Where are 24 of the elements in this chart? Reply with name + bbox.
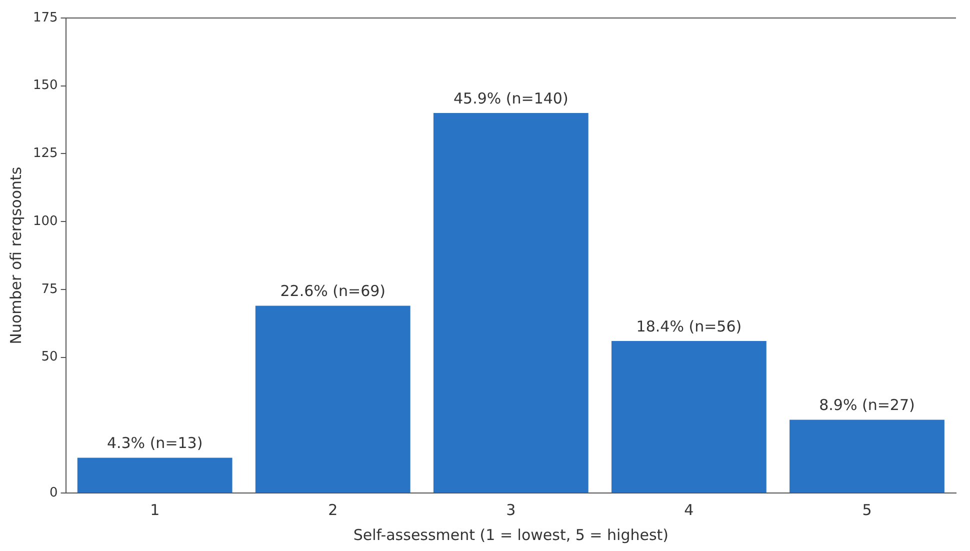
data-label: 22.6% (n=69) bbox=[280, 282, 386, 300]
y-tick-label: 125 bbox=[32, 146, 58, 162]
y-tick-label: 150 bbox=[32, 78, 58, 94]
bar bbox=[255, 306, 410, 492]
data-label: 8.9% (n=27) bbox=[819, 396, 915, 414]
x-tick-label: 2 bbox=[328, 500, 338, 519]
data-label: 4.3% (n=13) bbox=[106, 434, 203, 452]
y-tick-label: 50 bbox=[41, 350, 58, 365]
x-tick-label: 3 bbox=[506, 500, 516, 519]
x-tick-label: 1 bbox=[150, 500, 160, 519]
bar bbox=[77, 458, 232, 492]
data-label: 45.9% (n=140) bbox=[453, 89, 568, 108]
bar bbox=[433, 113, 588, 492]
bar bbox=[611, 341, 766, 492]
x-tick-label: 5 bbox=[862, 500, 872, 519]
bar bbox=[790, 420, 944, 492]
y-tick-label: 0 bbox=[50, 485, 58, 500]
data-label: 18.4% (n=56) bbox=[636, 317, 742, 336]
x-axis-title: Self-assessment (1 = lowest, 5 = highest) bbox=[353, 526, 668, 544]
y-axis-title: Nuomber ofi rerqsoonts bbox=[6, 166, 25, 344]
y-tick-label: 75 bbox=[41, 282, 58, 297]
x-tick-label: 4 bbox=[684, 500, 694, 519]
y-tick-label: 100 bbox=[32, 214, 58, 229]
y-tick-label: 175 bbox=[32, 10, 58, 26]
